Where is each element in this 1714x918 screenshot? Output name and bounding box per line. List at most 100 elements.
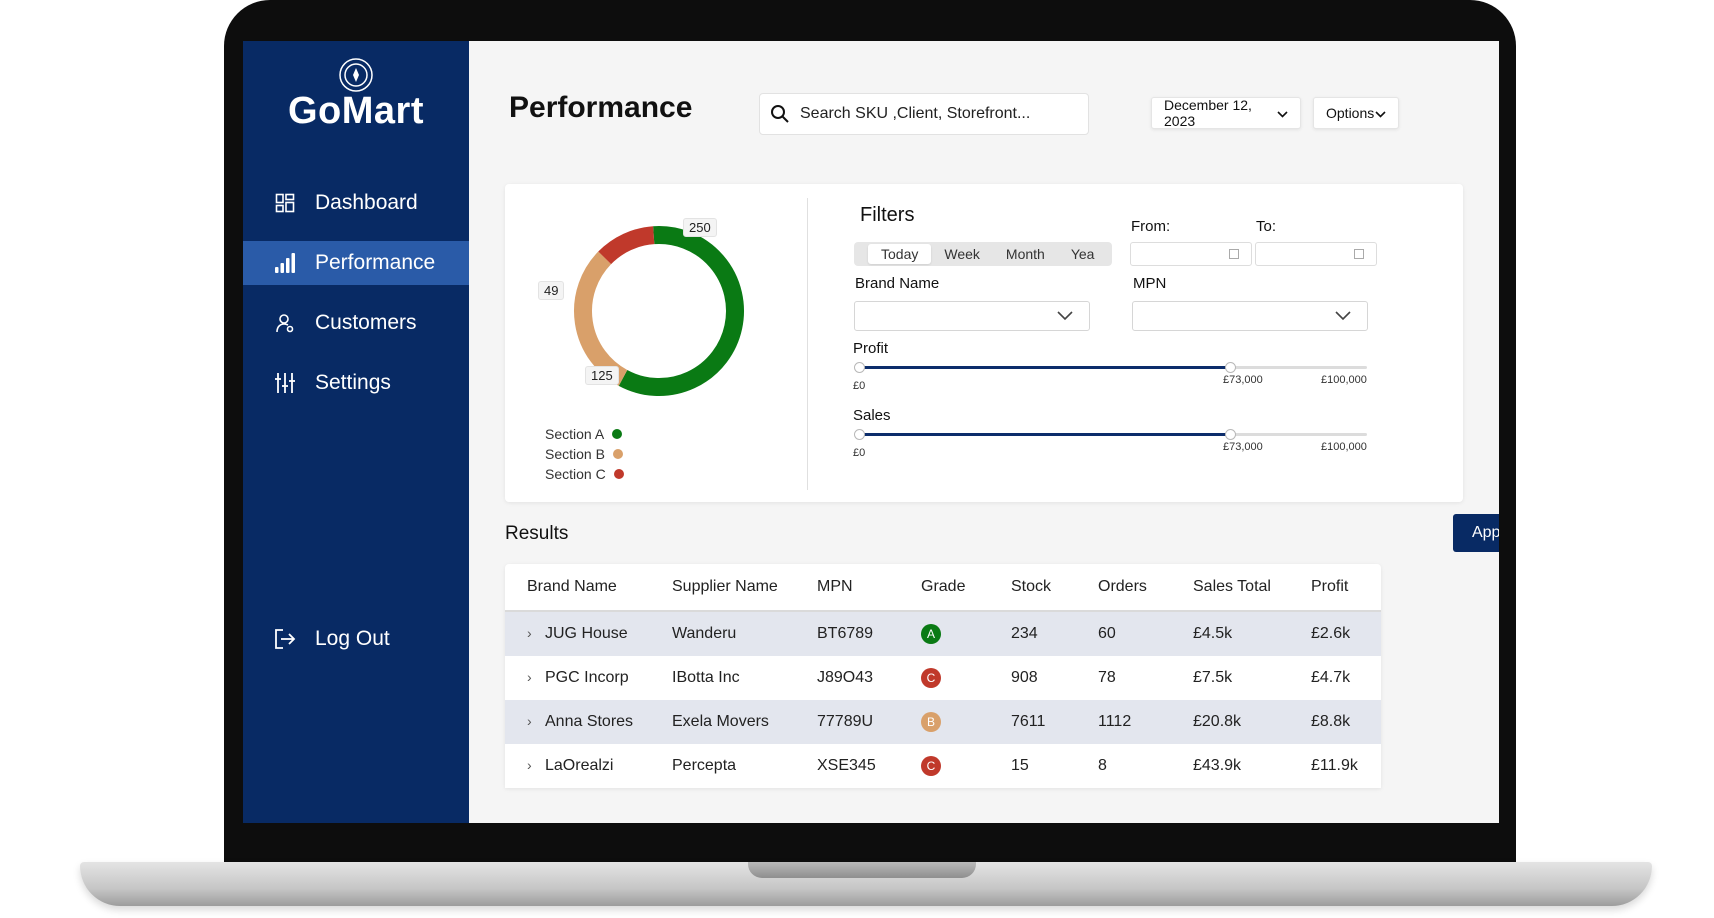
logout-button[interactable]: Log Out (243, 617, 469, 661)
legend-label: Section C (545, 466, 606, 482)
period-option-year[interactable]: Yea (1070, 246, 1095, 262)
brand-name-label: Brand Name (855, 275, 940, 292)
profit-slider-fill (859, 366, 1230, 369)
stock-cell: 908 (1011, 669, 1038, 686)
sidebar-item-customers[interactable]: Customers (243, 301, 469, 345)
column-header[interactable]: Orders (1098, 578, 1147, 595)
date-dropdown[interactable]: December 12, 2023 (1151, 97, 1301, 129)
legend-swatch (613, 469, 624, 479)
table-row[interactable]: › PGC Incorp IBotta Inc J89O43 C 908 78 £… (505, 656, 1381, 700)
orders-cell: 78 (1098, 669, 1116, 686)
sales-slider-max-handle[interactable] (1224, 429, 1236, 440)
sidebar-item-performance[interactable]: Performance (243, 241, 469, 285)
sidebar-item-label: Performance (315, 251, 436, 274)
sales-total-cell: £7.5k (1193, 669, 1233, 686)
grade-cell: C (921, 668, 1011, 688)
table-header: Brand Name Supplier Name MPN Grade Stock… (505, 564, 1381, 612)
logout-icon (271, 625, 299, 653)
column-header[interactable]: Sales Total (1193, 578, 1271, 595)
profit-slider-max-handle[interactable] (1224, 362, 1236, 373)
options-label: Options (1326, 105, 1375, 121)
period-option-today[interactable]: Today (868, 244, 932, 264)
brand-cell: › LaOrealzi (505, 757, 672, 775)
supplier-cell: Wanderu (672, 625, 737, 642)
logo-icon (323, 57, 389, 102)
sales-min-label: £0 (853, 447, 866, 459)
orders-cell: 1112 (1098, 713, 1132, 730)
donut-slice-section-b (574, 251, 628, 386)
supplier-cell: Percepta (672, 757, 737, 774)
results-table: Brand Name Supplier Name MPN Grade Stock… (505, 564, 1381, 788)
chevron-right-icon[interactable]: › (527, 669, 532, 685)
brand-name: LaOrealzi (545, 757, 614, 774)
donut-slice-section-a (618, 226, 744, 396)
profit-cell: £11.9k (1311, 757, 1358, 774)
brand-name: Anna Stores (545, 713, 634, 730)
profit-min-label: £0 (853, 380, 866, 392)
stock-cell: 7611 (1011, 713, 1046, 730)
profit-value-label: £73,000 (1223, 374, 1263, 386)
sales-value-label: £73,000 (1223, 441, 1263, 453)
column-header[interactable]: Supplier Name (672, 578, 778, 595)
table-row[interactable]: › JUG House Wanderu BT6789 A 234 60 £4.5k… (505, 612, 1381, 656)
chevron-right-icon[interactable]: › (527, 757, 532, 773)
search-input[interactable]: Search SKU ,Client, Storefront... (759, 93, 1089, 135)
brand-logo-text: GoMart (288, 90, 424, 132)
brand-cell: › PGC Incorp (505, 669, 672, 687)
chevron-down-icon (1375, 105, 1386, 121)
sales-total-cell: £20.8k (1193, 713, 1242, 730)
date-value: December 12, 2023 (1164, 97, 1252, 129)
legend-item: Section B (545, 444, 624, 464)
period-segmented-control: Today Week Month Yea (854, 242, 1112, 266)
profit-slider-min-handle[interactable] (854, 362, 865, 373)
sales-total-cell: £43.9k (1193, 757, 1242, 774)
period-option-week[interactable]: Week (944, 246, 980, 262)
legend-swatch (612, 449, 623, 459)
orders-cell: 8 (1098, 757, 1107, 774)
chevron-right-icon[interactable]: › (527, 713, 532, 729)
chevron-right-icon[interactable]: › (527, 625, 532, 641)
legend-label: Section B (545, 446, 605, 462)
column-header[interactable]: Stock (1011, 578, 1052, 595)
laptop-notch (748, 862, 976, 878)
grade-badge: C (921, 668, 941, 688)
table-row[interactable]: › Anna Stores Exela Movers 77789U B 7611 … (505, 700, 1381, 744)
column-header[interactable]: Grade (921, 578, 966, 595)
from-date-field[interactable] (1130, 242, 1252, 266)
profit-cell: £4.7k (1311, 669, 1351, 686)
mpn-cell: 77789U (817, 713, 874, 730)
sidebar-item-settings[interactable]: Settings (243, 361, 469, 405)
profit-cell: £2.6k (1311, 625, 1351, 642)
dashboard-icon (271, 189, 299, 217)
options-dropdown[interactable]: Options (1313, 97, 1399, 129)
to-date-field[interactable] (1255, 242, 1377, 266)
supplier-cell: IBotta Inc (672, 669, 740, 686)
sales-slider-min-handle[interactable] (854, 429, 865, 440)
column-header[interactable]: Brand Name (527, 578, 617, 595)
sidebar-item-label: Dashboard (315, 191, 418, 214)
calendar-icon (1354, 249, 1364, 259)
column-header[interactable]: Profit (1311, 578, 1349, 595)
mpn-cell: BT6789 (817, 625, 874, 642)
sidebar-item-label: Customers (315, 311, 417, 334)
mpn-label: MPN (1133, 275, 1167, 292)
table-row[interactable]: › LaOrealzi Percepta XSE345 C 15 8 £43.9k… (505, 744, 1381, 788)
legend-item: Section A (545, 424, 624, 444)
apply-filters-button[interactable]: Apply Filters (1453, 514, 1499, 552)
brand-cell: › Anna Stores (505, 713, 672, 731)
donut-slice-section-c (598, 226, 655, 265)
sales-total-cell: £4.5k (1193, 625, 1233, 642)
from-label: From: (1131, 218, 1171, 235)
chevron-down-icon (1335, 308, 1351, 326)
sidebar-item-dashboard[interactable]: Dashboard (243, 181, 469, 225)
legend-item: Section C (545, 464, 624, 484)
column-header[interactable]: MPN (817, 578, 853, 595)
mpn-select[interactable] (1132, 301, 1368, 331)
grade-badge: C (921, 756, 941, 776)
brand-name-select[interactable] (854, 301, 1090, 331)
brand-cell: › JUG House (505, 625, 672, 643)
period-option-month[interactable]: Month (1005, 246, 1045, 262)
sales-label: Sales (853, 407, 891, 424)
chevron-down-icon (1277, 105, 1288, 121)
grade-cell: A (921, 624, 1011, 644)
